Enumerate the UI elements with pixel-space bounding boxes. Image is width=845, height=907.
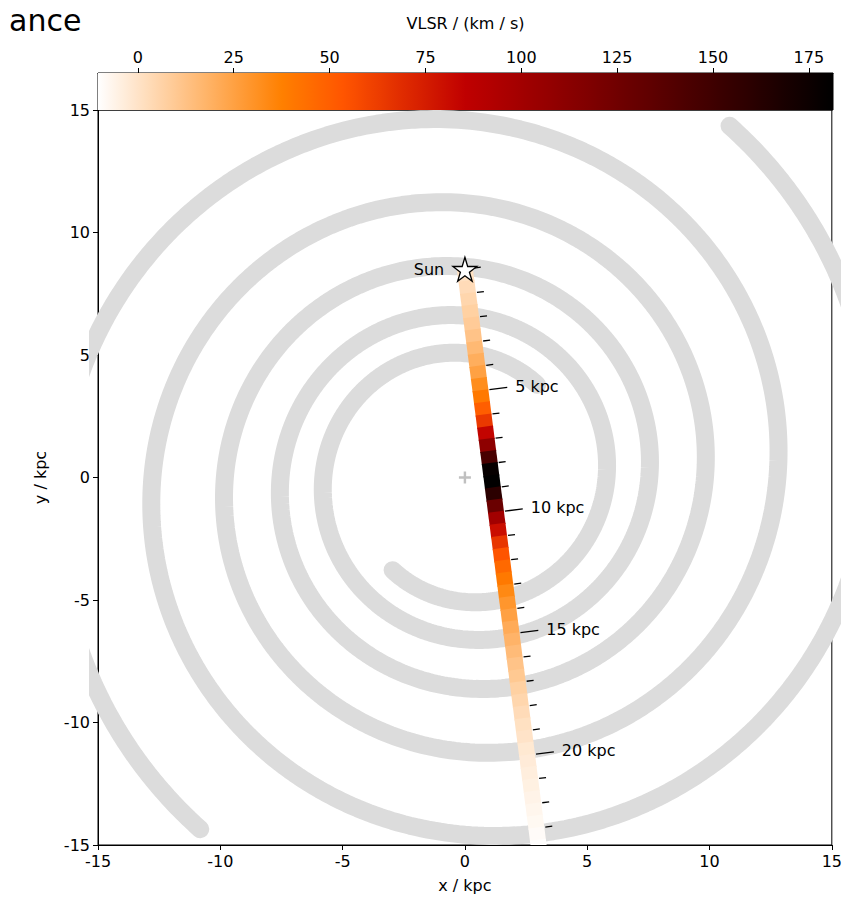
svg-text:15 kpc: 15 kpc (546, 620, 600, 639)
svg-text:175: 175 (794, 48, 825, 67)
svg-text:20 kpc: 20 kpc (562, 741, 616, 760)
svg-text:10: 10 (70, 223, 90, 242)
svg-text:-15: -15 (63, 835, 90, 855)
svg-text:-10: -10 (64, 713, 90, 732)
svg-text:0: 0 (80, 468, 90, 487)
svg-text:10 kpc: 10 kpc (531, 498, 585, 517)
svg-text:5: 5 (80, 346, 90, 365)
svg-text:0: 0 (460, 852, 470, 871)
svg-text:-5: -5 (335, 852, 351, 871)
svg-text:x / kpc: x / kpc (438, 876, 491, 895)
svg-text:75: 75 (415, 48, 435, 67)
svg-text:VLSR / (km / s): VLSR / (km / s) (407, 14, 525, 33)
svg-text:100: 100 (506, 48, 537, 67)
svg-text:0: 0 (133, 48, 143, 67)
svg-text:y / kpc: y / kpc (31, 451, 50, 504)
svg-text:125: 125 (602, 48, 633, 67)
svg-text:5: 5 (582, 852, 592, 871)
svg-text:10: 10 (699, 852, 719, 871)
svg-text:-15: -15 (85, 852, 111, 871)
svg-text:ance: ance (9, 3, 81, 38)
svg-text:15: 15 (70, 101, 90, 120)
svg-text:-5: -5 (74, 591, 90, 610)
svg-text:Sun: Sun (414, 260, 444, 279)
svg-text:-10: -10 (207, 852, 233, 871)
svg-text:150: 150 (698, 48, 729, 67)
svg-text:15: 15 (822, 852, 842, 871)
svg-text:50: 50 (319, 48, 339, 67)
svg-text:5 kpc: 5 kpc (515, 377, 558, 396)
svg-text:25: 25 (224, 48, 244, 67)
